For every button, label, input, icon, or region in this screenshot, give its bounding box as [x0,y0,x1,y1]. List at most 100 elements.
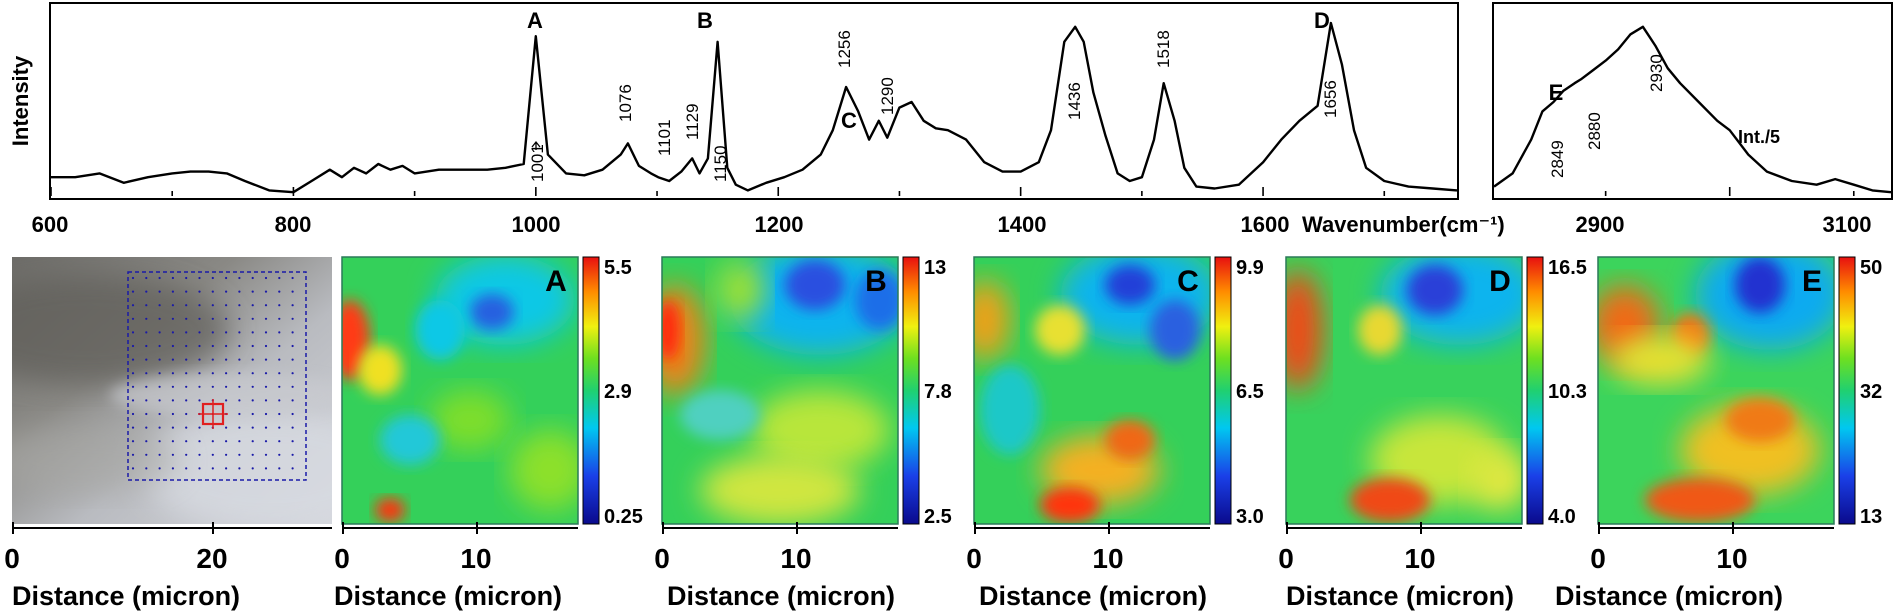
spectrum-ch-frame [1492,2,1893,200]
scan-point [251,358,254,361]
scan-point [145,399,148,402]
scan-point [211,304,214,307]
scan-point [158,453,161,456]
scan-point [145,276,148,280]
scan-point [131,412,135,416]
scan-point [264,467,268,470]
spectrum-xlabel: Wavenumber(cm⁻¹) [1302,212,1505,237]
peak-label-1290: 1290 [878,77,897,115]
spectrum-ch-ticks [1604,187,1855,196]
scan-point [251,344,254,348]
peak-label-1150: 1150 [711,145,730,182]
scan-point [278,304,281,307]
scan-point [278,440,281,443]
spectrum-ch-panel: 2900 3100 E 2849 2880 2930 Int./5 [1492,2,1893,237]
scan-point [291,317,294,320]
colorbar-e-mid: 32 [1860,381,1882,403]
scan-point [291,426,294,429]
scan-point [211,344,214,348]
scan-point [264,440,268,443]
scan-point [251,399,254,402]
scan-area [127,271,307,481]
colorbar-d-max: 16.5 [1548,257,1587,279]
scan-point [145,385,148,388]
scan-point [145,453,148,456]
peak-label-1101: 1101 [655,119,674,156]
scan-point [198,453,201,456]
scan-point [171,372,174,375]
scan-point [171,276,174,280]
map-b-letter: B [865,265,887,298]
scan-point [145,358,148,361]
scan-point [278,317,281,320]
colorbar-e-min: 13 [1860,506,1882,528]
colorbar-d-mid: 10.3 [1548,381,1587,403]
map-d-panel: D 16.5 10.3 4.0 0 10 Distance (micron) [1278,256,1587,611]
map-e-letter: E [1802,265,1822,298]
scan-point [291,290,294,293]
scan-point [238,412,241,416]
peak-label-1436: 1436 [1065,82,1084,120]
map-a-xtick: 0 [334,543,350,574]
scan-point [264,304,268,307]
scan-point [158,399,161,402]
scan-point [238,344,241,348]
scan-point [131,399,135,402]
scan-point [238,358,241,361]
optical-image-panel: 0 20 Distance (micron) [4,257,332,611]
scan-point [225,372,228,375]
scan-point [264,372,268,375]
scan-point [185,331,188,334]
colorbar-b-mid: 7.8 [924,381,952,403]
scan-point [264,412,268,416]
peak-letter-e: E [1549,80,1564,105]
scan-point [251,385,254,388]
scan-point [211,467,214,470]
scan-point [171,385,174,388]
map-d-xtick: 10 [1404,543,1435,574]
scan-point [145,412,148,416]
colorbar-c [1214,256,1232,525]
scan-point [131,372,135,375]
peak-label-2930: 2930 [1647,54,1666,92]
intensity-scale-note: Int./5 [1738,127,1780,147]
spectrum-main-frame [49,2,1459,200]
spectrum-ch-xtick-label: 3100 [1823,212,1872,237]
peak-label-2880: 2880 [1585,112,1604,150]
scan-point [171,440,174,443]
scan-point [238,290,241,293]
spectrum-main-ticks [50,187,1386,196]
scan-point [145,440,148,443]
scan-point [171,290,174,293]
map-b-image [662,257,898,524]
scan-point [264,453,268,456]
scan-point [198,385,201,388]
scan-point [291,453,294,456]
map-e-xtick: 10 [1716,543,1747,574]
scan-point [158,467,161,470]
map-a-xlabel: Distance (micron) [334,581,562,611]
scan-point [278,276,281,280]
scan-point [198,344,201,348]
scan-point [185,453,188,456]
scan-point [278,412,281,416]
scan-point [278,344,281,348]
scan-point [238,304,241,307]
scan-point [211,276,214,280]
scan-point [185,372,188,375]
scan-point [131,331,135,334]
scan-point [225,304,228,307]
scan-point [225,276,228,280]
peak-label-1076: 1076 [616,84,635,122]
spectrum-xtick-label: 1200 [755,212,804,237]
map-d-image [1286,257,1522,524]
scan-point [264,399,268,402]
scan-point [198,372,201,375]
scan-point [198,426,201,429]
scan-point [264,344,268,348]
scan-point [171,426,174,429]
peak-letter-d: D [1314,8,1330,33]
scan-point [185,304,188,307]
scan-point [198,358,201,361]
scan-point [211,290,214,293]
